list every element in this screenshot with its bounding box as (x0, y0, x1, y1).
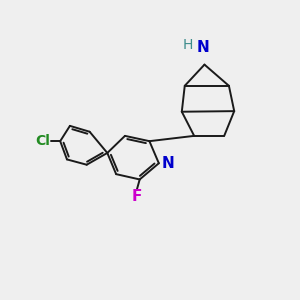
Text: N: N (196, 40, 209, 55)
Text: Cl: Cl (35, 134, 50, 148)
Text: F: F (132, 189, 142, 204)
Text: H: H (183, 38, 194, 52)
Text: N: N (161, 156, 174, 171)
